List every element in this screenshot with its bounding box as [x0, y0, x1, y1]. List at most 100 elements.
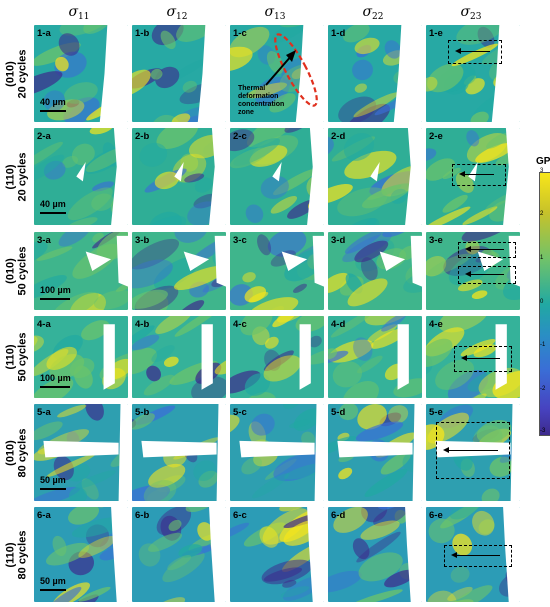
arrow-left-icon	[443, 446, 449, 453]
row-orientation: (010)	[4, 258, 16, 284]
dashed-region-box	[454, 346, 512, 372]
annotation-text: zone	[238, 109, 254, 116]
panel-label: 5-d	[331, 407, 346, 418]
panel-3-e: 3-e	[426, 232, 520, 310]
panel-label: 2-a	[37, 131, 51, 142]
row-label: (110) 20 cycles	[2, 128, 30, 225]
panel-4-a: 4-a 100 µm	[34, 316, 128, 398]
sigma-subscript: 22	[372, 12, 384, 22]
column-header-sigma-22: σ22	[328, 4, 418, 26]
annotation-overlay	[265, 33, 318, 107]
panel-4-b: 4-b	[132, 316, 226, 398]
row-label-text: (010) 20 cycles	[4, 49, 28, 98]
panel-label: 5-b	[135, 407, 150, 418]
colorbar-tick: 3	[540, 168, 544, 174]
arrow-left-icon	[455, 48, 461, 54]
row-label-text: (110) 20 cycles	[4, 152, 28, 201]
panel-1-d: 1-d	[328, 25, 422, 122]
panel-2-a: 2-a 40 µm	[34, 128, 128, 225]
stress-map-image	[328, 316, 422, 398]
arrow-line	[470, 249, 504, 250]
stress-map-image	[132, 128, 226, 225]
row-orientation: (110)	[4, 163, 16, 190]
row-label-text: (110) 80 cycles	[4, 530, 28, 579]
sigma-symbol: σ	[166, 4, 177, 20]
panel-3-c: 3-c	[230, 232, 324, 310]
sigma-symbol: σ	[68, 4, 79, 20]
annotation-text: deformation	[238, 93, 279, 100]
panel-5-d: 5-d	[328, 404, 422, 501]
stress-map-image	[328, 404, 422, 501]
panel-label: 2-d	[331, 131, 346, 142]
arrow-left-icon	[459, 171, 465, 177]
panel-5-a: 5-a 50 µm	[34, 404, 128, 501]
panel-label: 2-c	[233, 131, 247, 142]
panel-label: 2-e	[429, 131, 443, 142]
arrow-line	[456, 555, 500, 556]
stress-map-image	[426, 128, 520, 225]
panel-label: 6-d	[331, 510, 346, 521]
stress-map-image	[230, 507, 324, 602]
panel-4-e: 4-e	[426, 316, 520, 398]
arrow-line	[470, 274, 504, 275]
panel-5-b: 5-b	[132, 404, 226, 501]
panel-6-e: 6-e	[426, 507, 520, 602]
arrow-left-icon	[465, 271, 471, 277]
arrow-up-right-icon	[286, 50, 296, 62]
panel-1-b: 1-b	[132, 25, 226, 122]
annotation-text: concentration	[238, 101, 285, 108]
panel-label: 3-e	[429, 235, 443, 246]
row-label: (110) 80 cycles	[2, 507, 30, 602]
dashed-region-box	[458, 242, 516, 258]
panel-label: 1-e	[429, 28, 443, 39]
arrow-line	[448, 449, 498, 451]
panel-label: 1-a	[37, 28, 51, 39]
panel-2-d: 2-d	[328, 128, 422, 225]
column-header-sigma-23: σ23	[426, 4, 516, 26]
panel-6-d: 6-d	[328, 507, 422, 602]
panel-1-c: 1-c Thermal deformation concentration zone	[230, 25, 324, 122]
dashed-region-box	[436, 422, 510, 479]
stress-map-image	[426, 25, 520, 122]
panel-4-c: 4-c	[230, 316, 324, 398]
row-orientation: (010)	[4, 60, 16, 87]
panel-label: 3-c	[233, 235, 247, 246]
row-cycles: 20 cycles	[16, 152, 28, 201]
panel-5-e: 5-e	[426, 404, 520, 501]
stress-map-image	[34, 507, 128, 602]
stress-map-image	[34, 128, 128, 225]
panel-1-a: 1-a 40 µm	[34, 25, 128, 122]
row-label: (010) 80 cycles	[2, 404, 30, 501]
stress-map-image	[328, 128, 422, 225]
panel-label: 5-c	[233, 407, 247, 418]
panel-3-a: 3-a 100 µm	[34, 232, 128, 310]
panel-label: 4-a	[37, 319, 51, 330]
row-cycles: 80 cycles	[16, 428, 28, 477]
scale-bar-label: 50 µm	[40, 576, 66, 586]
colorbar-tick: -3	[540, 428, 546, 434]
annotation-arrow	[265, 54, 293, 86]
stress-map-image	[230, 232, 324, 310]
panel-label: 1-b	[135, 28, 150, 39]
stress-map-image	[34, 316, 128, 398]
panel-label: 4-d	[331, 319, 346, 330]
colorbar-tick: 0	[540, 299, 544, 305]
stress-map-image	[132, 507, 226, 602]
column-header-sigma-12: σ12	[132, 4, 222, 26]
scale-bar	[40, 488, 66, 490]
arrow-line	[464, 174, 494, 175]
panel-2-e: 2-e	[426, 128, 520, 225]
stress-map-image	[230, 404, 324, 501]
scale-bar	[40, 386, 70, 388]
dashed-region-box	[452, 164, 506, 186]
stress-map-image	[132, 404, 226, 501]
row-label: (010) 50 cycles	[2, 232, 30, 310]
panel-label: 5-e	[429, 407, 443, 418]
colorbar-tick: -2	[540, 386, 546, 392]
row-orientation: (010)	[4, 439, 16, 466]
stress-map-image	[328, 232, 422, 310]
stress-map-image	[132, 232, 226, 310]
colorbar	[539, 172, 550, 436]
panel-label: 1-c	[233, 28, 247, 39]
stress-map-image	[34, 404, 128, 501]
